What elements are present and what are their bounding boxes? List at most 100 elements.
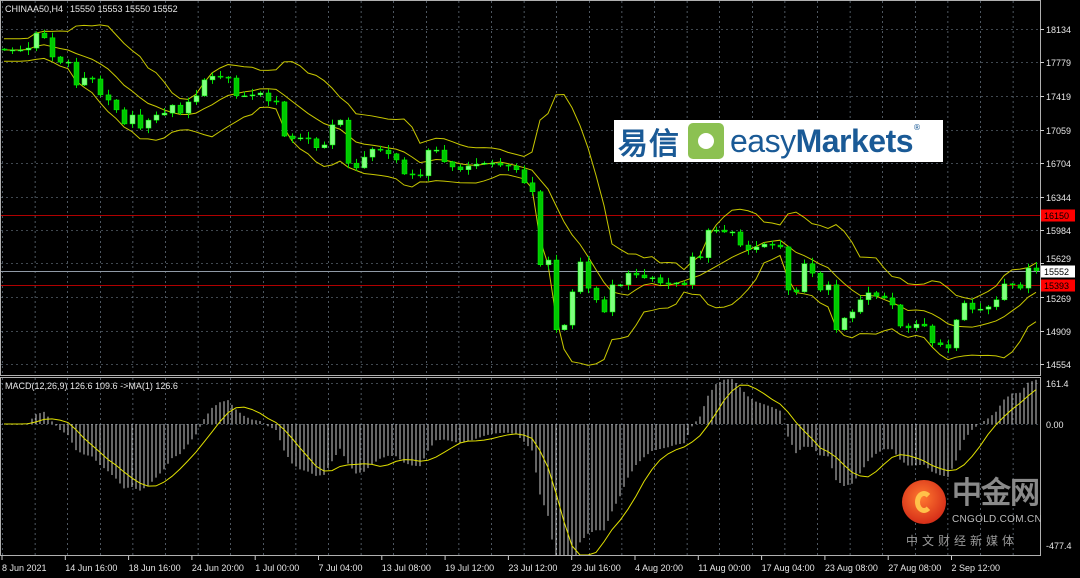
bollinger-bands [4, 24, 1037, 366]
candle-body [953, 319, 960, 349]
candle-body [265, 92, 272, 102]
candle-body [297, 137, 304, 140]
candle-body [1017, 284, 1024, 289]
candle-body [593, 287, 600, 301]
candle [569, 289, 576, 330]
candle-body [969, 302, 976, 310]
candle-body [665, 282, 672, 285]
candle [193, 89, 200, 105]
candle-body [681, 282, 688, 286]
candle [985, 305, 992, 315]
candle [873, 291, 880, 300]
candle [897, 304, 904, 328]
candles [1, 29, 1040, 354]
candle [249, 88, 256, 100]
candle-body [89, 77, 96, 80]
candle-body [457, 166, 464, 170]
candle [497, 158, 504, 168]
candle-body [289, 135, 296, 140]
candle [881, 292, 888, 299]
candle [33, 31, 40, 52]
candle [961, 300, 968, 321]
candle-body [409, 173, 416, 176]
x-tick-label: 7 Jul 04:00 [319, 563, 363, 573]
candle-body [481, 162, 488, 165]
candle [585, 255, 592, 294]
candle-body [881, 295, 888, 299]
x-tick-label: 13 Jul 08:00 [382, 563, 431, 573]
candle-body [321, 144, 328, 148]
candle-body [857, 299, 864, 313]
candle-body [1001, 283, 1008, 301]
candle [833, 279, 840, 333]
candle-body [625, 272, 632, 286]
candle-body [9, 49, 16, 52]
candle-body [889, 297, 896, 306]
candle [425, 148, 432, 181]
macd-tick-label: -477.4 [1046, 541, 1072, 551]
candle-body [905, 325, 912, 329]
candle [1033, 262, 1040, 274]
macd-signal-line [4, 384, 1037, 556]
level-price-label: 16150 [1044, 211, 1069, 221]
candle-body [233, 77, 240, 97]
candle-body [449, 161, 456, 168]
candle [241, 91, 248, 98]
candle [729, 231, 736, 236]
candle [737, 229, 744, 248]
candle [777, 239, 784, 249]
candle [305, 131, 312, 144]
candle [393, 152, 400, 163]
candle [817, 271, 824, 292]
candle-body [545, 259, 552, 265]
candle-body [921, 323, 928, 327]
candle-body [129, 114, 136, 125]
candle-body [873, 292, 880, 297]
candle-body [465, 165, 472, 170]
candle [713, 226, 720, 234]
y-tick-label: 17419 [1046, 92, 1071, 102]
candle-body [641, 274, 648, 279]
candle [513, 163, 520, 173]
candle [753, 240, 760, 253]
candle-body [281, 101, 288, 137]
candle-body [313, 138, 320, 148]
candle [865, 286, 872, 305]
candle-body [657, 277, 664, 284]
candle [9, 47, 16, 54]
candle [857, 295, 864, 314]
candle-body [185, 101, 192, 114]
cngold-name: 中金网 [952, 476, 1040, 511]
candle [1001, 278, 1008, 301]
candle [561, 324, 568, 331]
x-tick-label: 24 Jun 20:00 [192, 563, 244, 573]
easymarkets-square-icon [688, 123, 724, 159]
candle [545, 256, 552, 270]
candle-body [473, 163, 480, 167]
candle [625, 270, 632, 290]
candle-body [65, 61, 72, 64]
candle-body [585, 261, 592, 289]
level-price-tag [1041, 279, 1075, 292]
candle [521, 165, 528, 184]
candle [57, 56, 64, 65]
candle-body [993, 299, 1000, 308]
candle [161, 107, 168, 116]
candle [273, 95, 280, 105]
candle-body [913, 323, 920, 329]
candle-body [377, 148, 384, 151]
candle [913, 319, 920, 331]
symbol-label: CHINAA50,H4 [5, 4, 63, 14]
candle-body [497, 162, 504, 166]
candle-body [393, 153, 400, 161]
candle [617, 283, 624, 287]
candle [977, 303, 984, 312]
candle [825, 281, 832, 296]
candle-body [521, 169, 528, 184]
candle-body [689, 256, 696, 286]
cngold-slogan: 中文财经新媒体 [906, 534, 1019, 548]
candle-body [577, 261, 584, 293]
candle-body [865, 292, 872, 301]
x-tick-label: 18 Jun 16:00 [129, 563, 181, 573]
